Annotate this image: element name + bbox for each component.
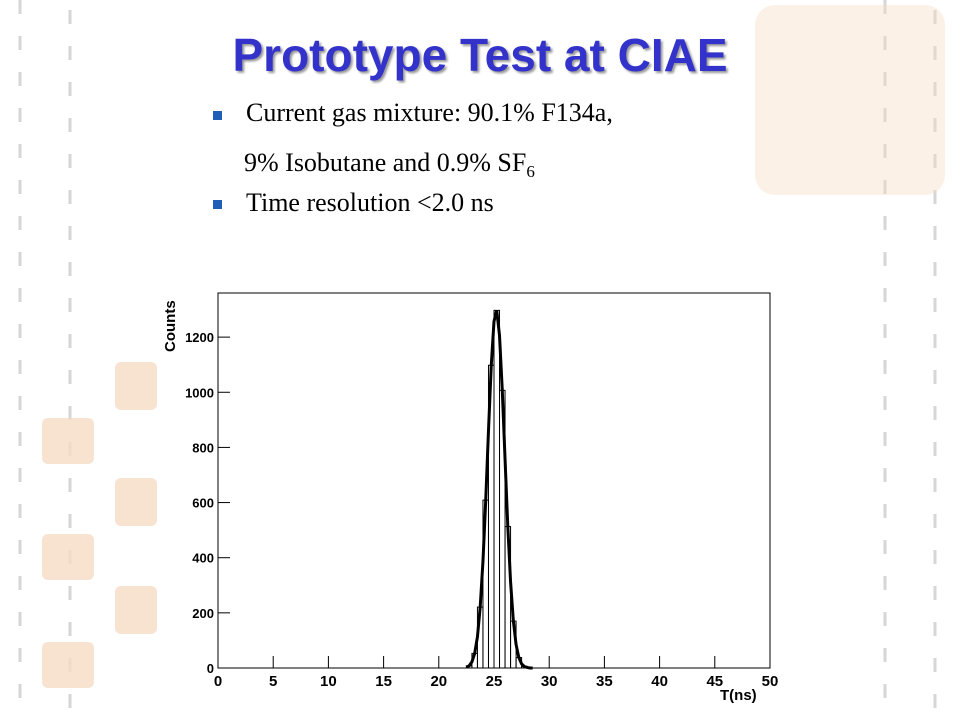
slide-title: Prototype Test at CIAE	[232, 29, 728, 81]
x-tick-label: 30	[541, 673, 558, 690]
bullet: Time resolution <2.0 ns	[246, 188, 494, 217]
subscript: 6	[526, 162, 535, 182]
y-tick-label: 200	[192, 606, 214, 621]
x-axis-label: T(ns)	[720, 687, 757, 704]
bullet-marker	[213, 200, 222, 209]
x-tick-label: 50	[762, 673, 779, 690]
y-tick-label: 400	[192, 551, 214, 566]
bullet-marker	[213, 111, 222, 120]
x-tick-label: 20	[430, 673, 447, 690]
y-tick-label: 1000	[185, 385, 214, 400]
x-tick-label: 10	[320, 673, 337, 690]
text: 9% Isobutane and 0.9% SF	[244, 148, 527, 177]
x-tick-label: 40	[651, 673, 668, 690]
y-tick-label: 1200	[185, 330, 214, 345]
y-tick-label: 800	[192, 440, 214, 455]
bullet-continuation: 9% Isobutane and 0.9% SF6	[244, 148, 535, 182]
x-tick-label: 45	[706, 673, 723, 690]
x-tick-label: 25	[486, 673, 503, 690]
y-tick-label: 600	[192, 496, 214, 511]
x-tick-label: 15	[375, 673, 392, 690]
bullet: Current gas mixture: 90.1% F134a,	[246, 98, 613, 127]
fit-curve	[465, 310, 533, 670]
x-tick-label: 5	[269, 673, 277, 690]
x-tick-label: 0	[214, 673, 222, 690]
histogram-bar	[493, 309, 501, 669]
y-axis-label: Counts	[162, 300, 179, 352]
x-tick-label: 35	[596, 673, 613, 690]
y-tick-label: 0	[207, 661, 214, 676]
